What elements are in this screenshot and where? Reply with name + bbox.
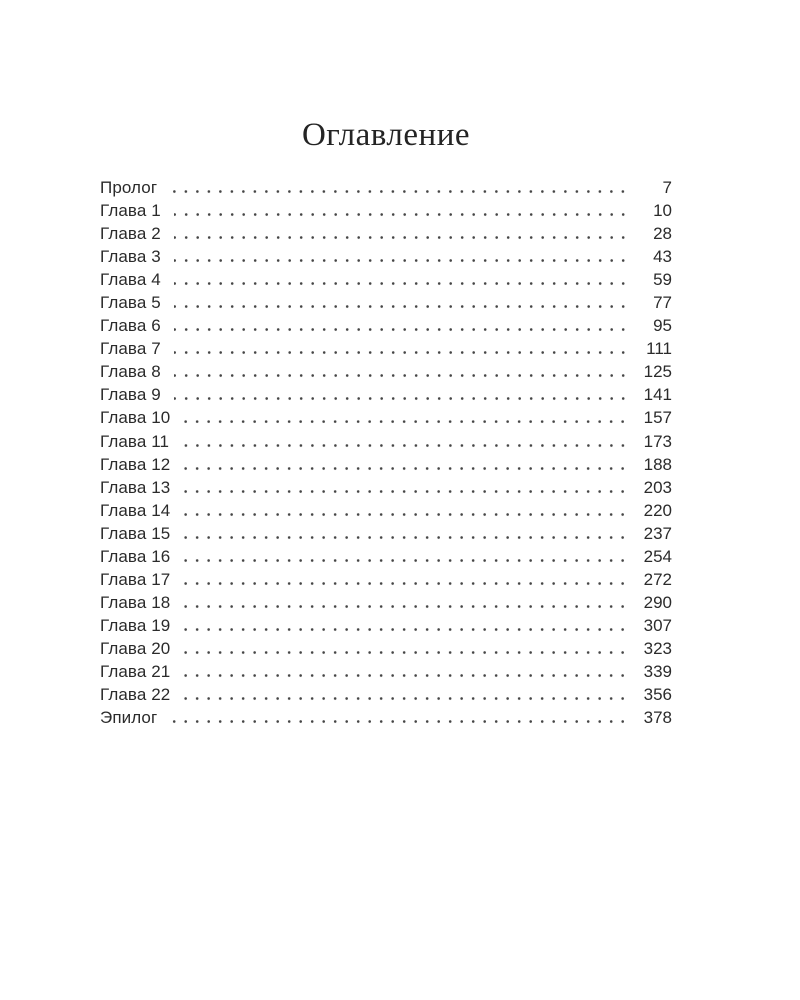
dot-leader (173, 199, 627, 223)
toc-entry-label: Глава 11 (100, 431, 170, 451)
toc-entry-page: 173 (643, 431, 672, 451)
toc-row: Глава 6 95 (100, 314, 672, 338)
dot-leader (183, 475, 627, 499)
toc-entry-label: Глава 20 (100, 638, 171, 658)
toc-entry-page: 307 (643, 615, 672, 635)
dot-leader (183, 590, 627, 614)
toc-entry-page: 77 (653, 293, 672, 313)
toc-entry-page: 339 (643, 661, 672, 681)
toc-entry-page: 141 (643, 385, 672, 405)
toc-entry-page: 323 (643, 638, 672, 658)
toc-entry-page: 157 (643, 408, 672, 428)
toc-entry-page: 43 (653, 247, 672, 267)
dot-leader (183, 636, 627, 660)
dot-leader (170, 706, 627, 730)
dot-leader (183, 406, 627, 430)
toc-entry-page: 111 (646, 339, 672, 359)
toc-entry-label: Глава 8 (100, 362, 161, 382)
dot-leader (173, 268, 627, 292)
toc-list: Пролог 7 Глава 1 10 Глава 2 28 Глава 3 4… (100, 176, 672, 730)
dot-leader (173, 314, 627, 338)
toc-entry-page: 28 (653, 224, 672, 244)
dot-leader (183, 567, 627, 591)
toc-row: Эпилог 378 (100, 706, 672, 730)
dot-leader (182, 429, 627, 453)
toc-entry-label: Глава 17 (100, 569, 171, 589)
dot-leader (173, 222, 627, 246)
dot-leader (183, 683, 627, 707)
toc-entry-page: 378 (643, 708, 672, 728)
toc-entry-label: Эпилог (100, 708, 158, 728)
toc-row: Глава 8 125 (100, 360, 672, 384)
toc-entry-label: Глава 14 (100, 500, 171, 520)
toc-entry-label: Глава 4 (100, 270, 161, 290)
toc-row: Глава 12 188 (100, 452, 672, 476)
toc-entry-page: 237 (643, 523, 672, 543)
toc-row: Глава 7 111 (100, 337, 672, 361)
toc-row: Глава 13 203 (100, 475, 672, 499)
toc-entry-label: Глава 10 (100, 408, 171, 428)
toc-entry-label: Глава 3 (100, 247, 161, 267)
toc-row: Глава 3 43 (100, 245, 672, 269)
toc-entry-page: 272 (643, 569, 672, 589)
toc-title: Оглавление (301, 117, 471, 154)
toc-entry-label: Глава 18 (100, 592, 171, 612)
toc-entry-label: Глава 12 (100, 454, 171, 474)
toc-row: Глава 22 356 (100, 683, 672, 707)
toc-entry-page: 59 (653, 270, 672, 290)
toc-entry-page: 7 (662, 178, 672, 197)
toc-row: Глава 11 173 (100, 429, 672, 453)
toc-row: Глава 2 28 (100, 222, 672, 246)
toc-entry-label: Глава 9 (100, 385, 161, 405)
dot-leader (183, 498, 627, 522)
dot-leader (173, 360, 627, 384)
toc-entry-label: Пролог (100, 178, 158, 197)
toc-entry-page: 220 (643, 500, 672, 520)
toc-row: Глава 15 237 (100, 521, 672, 545)
dot-leader (173, 291, 627, 315)
toc-row: Глава 17 272 (100, 567, 672, 591)
dot-leader (170, 176, 627, 200)
toc-entry-label: Глава 6 (100, 316, 161, 336)
toc-row: Глава 14 220 (100, 498, 672, 522)
toc-entry-label: Глава 2 (100, 224, 161, 244)
toc-entry-page: 188 (643, 454, 672, 474)
toc-entry-page: 203 (643, 477, 672, 497)
toc-row: Глава 20 323 (100, 636, 672, 660)
toc-row: Глава 10 157 (100, 406, 672, 430)
toc-entry-label: Глава 7 (100, 339, 161, 359)
toc-row: Глава 4 59 (100, 268, 672, 292)
toc-row: Пролог 7 (100, 176, 672, 200)
dot-leader (183, 452, 627, 476)
toc-row: Глава 19 307 (100, 613, 672, 637)
toc-entry-page: 290 (643, 592, 672, 612)
dot-leader (183, 521, 627, 545)
toc-entry-label: Глава 1 (100, 201, 161, 221)
dot-leader (183, 613, 627, 637)
toc-entry-label: Глава 19 (100, 615, 171, 635)
dot-leader (173, 383, 627, 407)
toc-row: Глава 21 339 (100, 659, 672, 684)
toc-entry-label: Глава 16 (100, 546, 171, 566)
toc-row: Глава 1 10 (100, 199, 672, 223)
toc-row: Глава 5 77 (100, 291, 672, 315)
toc-row: Глава 9 141 (100, 383, 672, 407)
toc-row: Глава 16 254 (100, 544, 672, 568)
dot-leader (183, 659, 627, 684)
toc-entry-label: Глава 5 (100, 293, 161, 313)
toc-entry-label: Глава 22 (100, 685, 171, 705)
toc-entry-page: 10 (653, 201, 672, 221)
toc-entry-page: 254 (643, 546, 672, 566)
toc-entry-page: 356 (643, 685, 672, 705)
toc-entry-label: Глава 15 (100, 523, 171, 543)
toc-entry-page: 95 (653, 316, 672, 336)
dot-leader (183, 544, 627, 568)
toc-entry-label: Глава 13 (100, 477, 171, 497)
toc-entry-page: 125 (643, 362, 672, 382)
toc-row: Глава 18 290 (100, 590, 672, 614)
dot-leader (173, 337, 627, 361)
toc-entry-label: Глава 21 (100, 661, 171, 681)
dot-leader (173, 245, 627, 269)
